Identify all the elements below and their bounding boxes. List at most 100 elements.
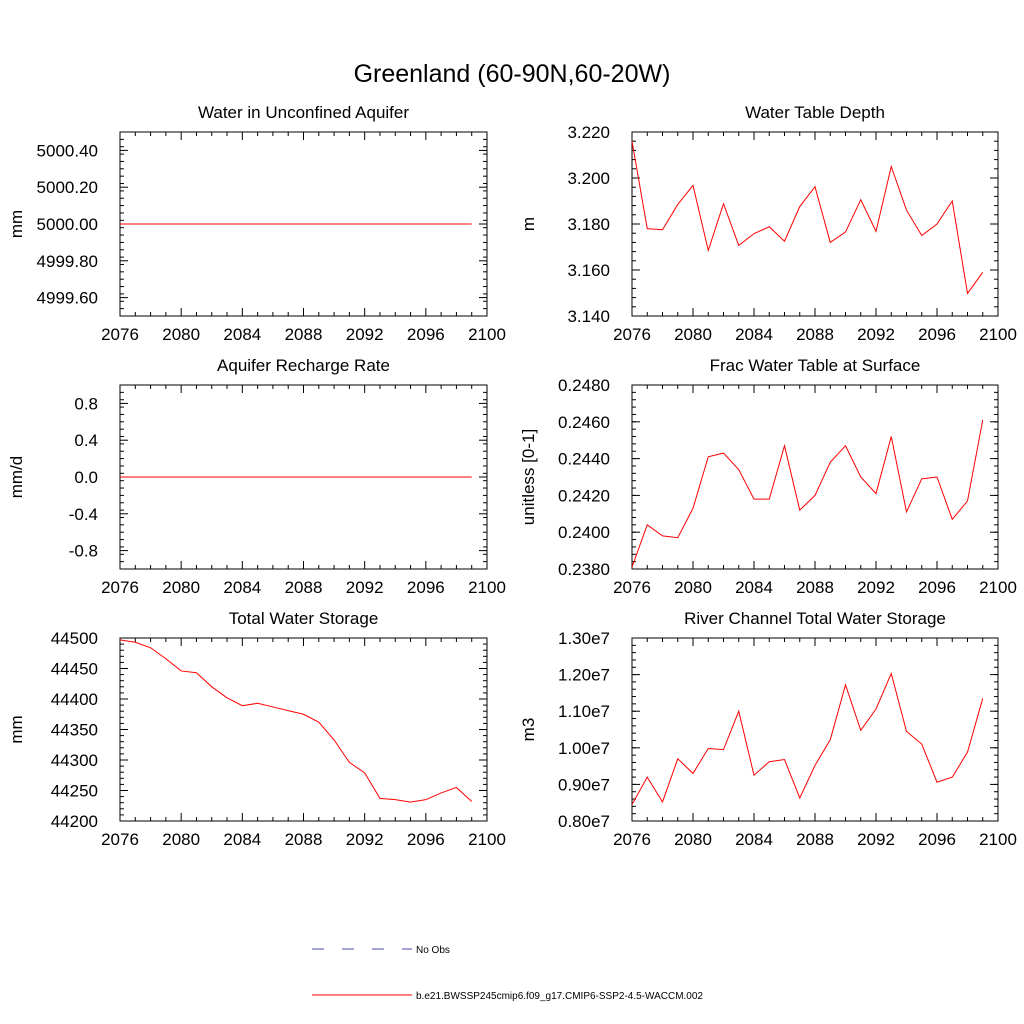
x-tick-label: 2100 [979,830,1017,849]
x-tick-label: 2076 [613,830,651,849]
x-tick-label: 2076 [101,325,139,344]
y-tick-label: 5000.00 [37,215,98,234]
y-tick-label: 3.160 [567,261,610,280]
panel-title: Water in Unconfined Aquifer [198,103,409,122]
chart-panel-6: River Channel Total Water Storage m3 2076 2… [519,609,1017,849]
x-tick-label: 2084 [223,578,261,597]
series-line-1 [631,671,984,805]
x-tick-label: 2080 [674,830,712,849]
legend: No Obs b.e21.BWSSP245cmip6.f09_g17.CMIP6… [312,945,703,1002]
y-tick-label: 44500 [51,629,98,648]
x-tick-label: 2084 [735,830,773,849]
chart-panels: Water in Unconfined Aquifer mm 2076 2080 208… [7,103,1017,849]
y-axis-label: unitless [0-1] [519,429,538,525]
y-tick-label: 44250 [51,782,98,801]
y-tick-label: 44300 [51,751,98,770]
y-tick-label: 5000.20 [37,178,98,197]
y-tick-label: 1.00e7 [558,739,610,758]
x-tick-label: 2080 [674,578,712,597]
y-tick-label: 4999.60 [37,289,98,308]
y-tick-label: 3.200 [567,169,610,188]
y-tick-label: 0.2460 [558,413,610,432]
x-tick-label: 2088 [796,830,834,849]
x-tick-label: 2096 [407,578,445,597]
series-line-1 [119,639,473,803]
y-tick-label: 0.2440 [558,450,610,469]
x-tick-label: 2100 [468,325,506,344]
x-tick-label: 2084 [735,578,773,597]
y-tick-label: 3.140 [567,307,610,326]
x-tick-label: 2080 [162,578,200,597]
x-tick-label: 2100 [979,325,1017,344]
y-tick-label: 1.20e7 [558,666,610,685]
y-axis-label: mm/d [7,456,26,499]
x-tick-label: 2092 [346,830,384,849]
x-tick-label: 2084 [223,325,261,344]
y-axis-label: mm [7,715,26,743]
x-tick-label: 2088 [796,578,834,597]
series-line-1 [631,141,984,295]
y-tick-label: -0.4 [69,505,98,524]
panel-title: Total Water Storage [229,609,379,628]
y-tick-label: 0.80e7 [558,812,610,831]
x-tick-label: 2096 [918,830,956,849]
y-tick-label: 0.2480 [558,376,610,395]
chart-panel-2: Water Table Depth m 2076 2080 2084 2088 2092 20… [519,103,1017,344]
x-tick-label: 2096 [918,578,956,597]
x-tick-label: 2084 [735,325,773,344]
y-tick-label: 1.10e7 [558,702,610,721]
y-tick-label: 44450 [51,660,98,679]
x-tick-label: 2092 [857,325,895,344]
y-tick-label: 0.2420 [558,486,610,505]
legend-obs-label: No Obs [416,945,450,956]
y-tick-label: 44200 [51,812,98,831]
x-tick-label: 2092 [857,578,895,597]
x-tick-label: 2092 [346,578,384,597]
x-tick-label: 2076 [101,830,139,849]
x-tick-label: 2080 [674,325,712,344]
y-tick-label: 4999.80 [37,252,98,271]
y-axis-label: m [519,217,538,231]
x-tick-label: 2100 [468,578,506,597]
y-tick-label: 5000.40 [37,141,98,160]
chart-panel-1: Water in Unconfined Aquifer mm 2076 2080 208… [7,103,506,344]
y-tick-label: 0.0 [74,468,98,487]
y-tick-label: 3.220 [567,123,610,142]
x-tick-label: 2096 [407,325,445,344]
x-tick-label: 2080 [162,830,200,849]
y-tick-label: 0.8 [74,394,98,413]
y-tick-label: 0.4 [74,431,98,450]
panel-title: River Channel Total Water Storage [684,609,946,628]
y-tick-label: 0.90e7 [558,775,610,794]
y-tick-label: 0.2400 [558,523,610,542]
y-axis-label: mm [7,210,26,238]
chart-panel-4: Frac Water Table at Surface unitless [0-1… [519,356,1017,597]
series-line-1 [631,419,984,568]
x-tick-label: 2084 [223,830,261,849]
x-tick-label: 2076 [101,578,139,597]
y-tick-label: 44400 [51,690,98,709]
y-tick-label: 1.30e7 [558,629,610,648]
x-tick-label: 2088 [285,578,323,597]
x-tick-label: 2080 [162,325,200,344]
x-tick-label: 2092 [346,325,384,344]
legend-model-label: b.e21.BWSSP245cmip6.f09_g17.CMIP6-SSP2-4… [416,991,703,1002]
y-tick-label: 44350 [51,721,98,740]
y-tick-label: 0.2380 [558,560,610,579]
figure-title: Greenland (60-90N,60-20W) [354,60,671,88]
x-tick-label: 2076 [613,325,651,344]
x-tick-label: 2096 [407,830,445,849]
x-tick-label: 2088 [796,325,834,344]
x-tick-label: 2088 [285,325,323,344]
x-tick-label: 2096 [918,325,956,344]
panel-title: Aquifer Recharge Rate [217,356,390,375]
x-tick-label: 2092 [857,830,895,849]
x-tick-label: 2088 [285,830,323,849]
panel-title: Frac Water Table at Surface [710,356,921,375]
chart-panel-3: Aquifer Recharge Rate mm/d 2076 2080 2084 208… [7,356,506,597]
y-tick-label: 3.180 [567,215,610,234]
x-tick-label: 2100 [979,578,1017,597]
chart-panel-5: Total Water Storage mm 2076 2080 2084 2088 209… [7,609,506,849]
